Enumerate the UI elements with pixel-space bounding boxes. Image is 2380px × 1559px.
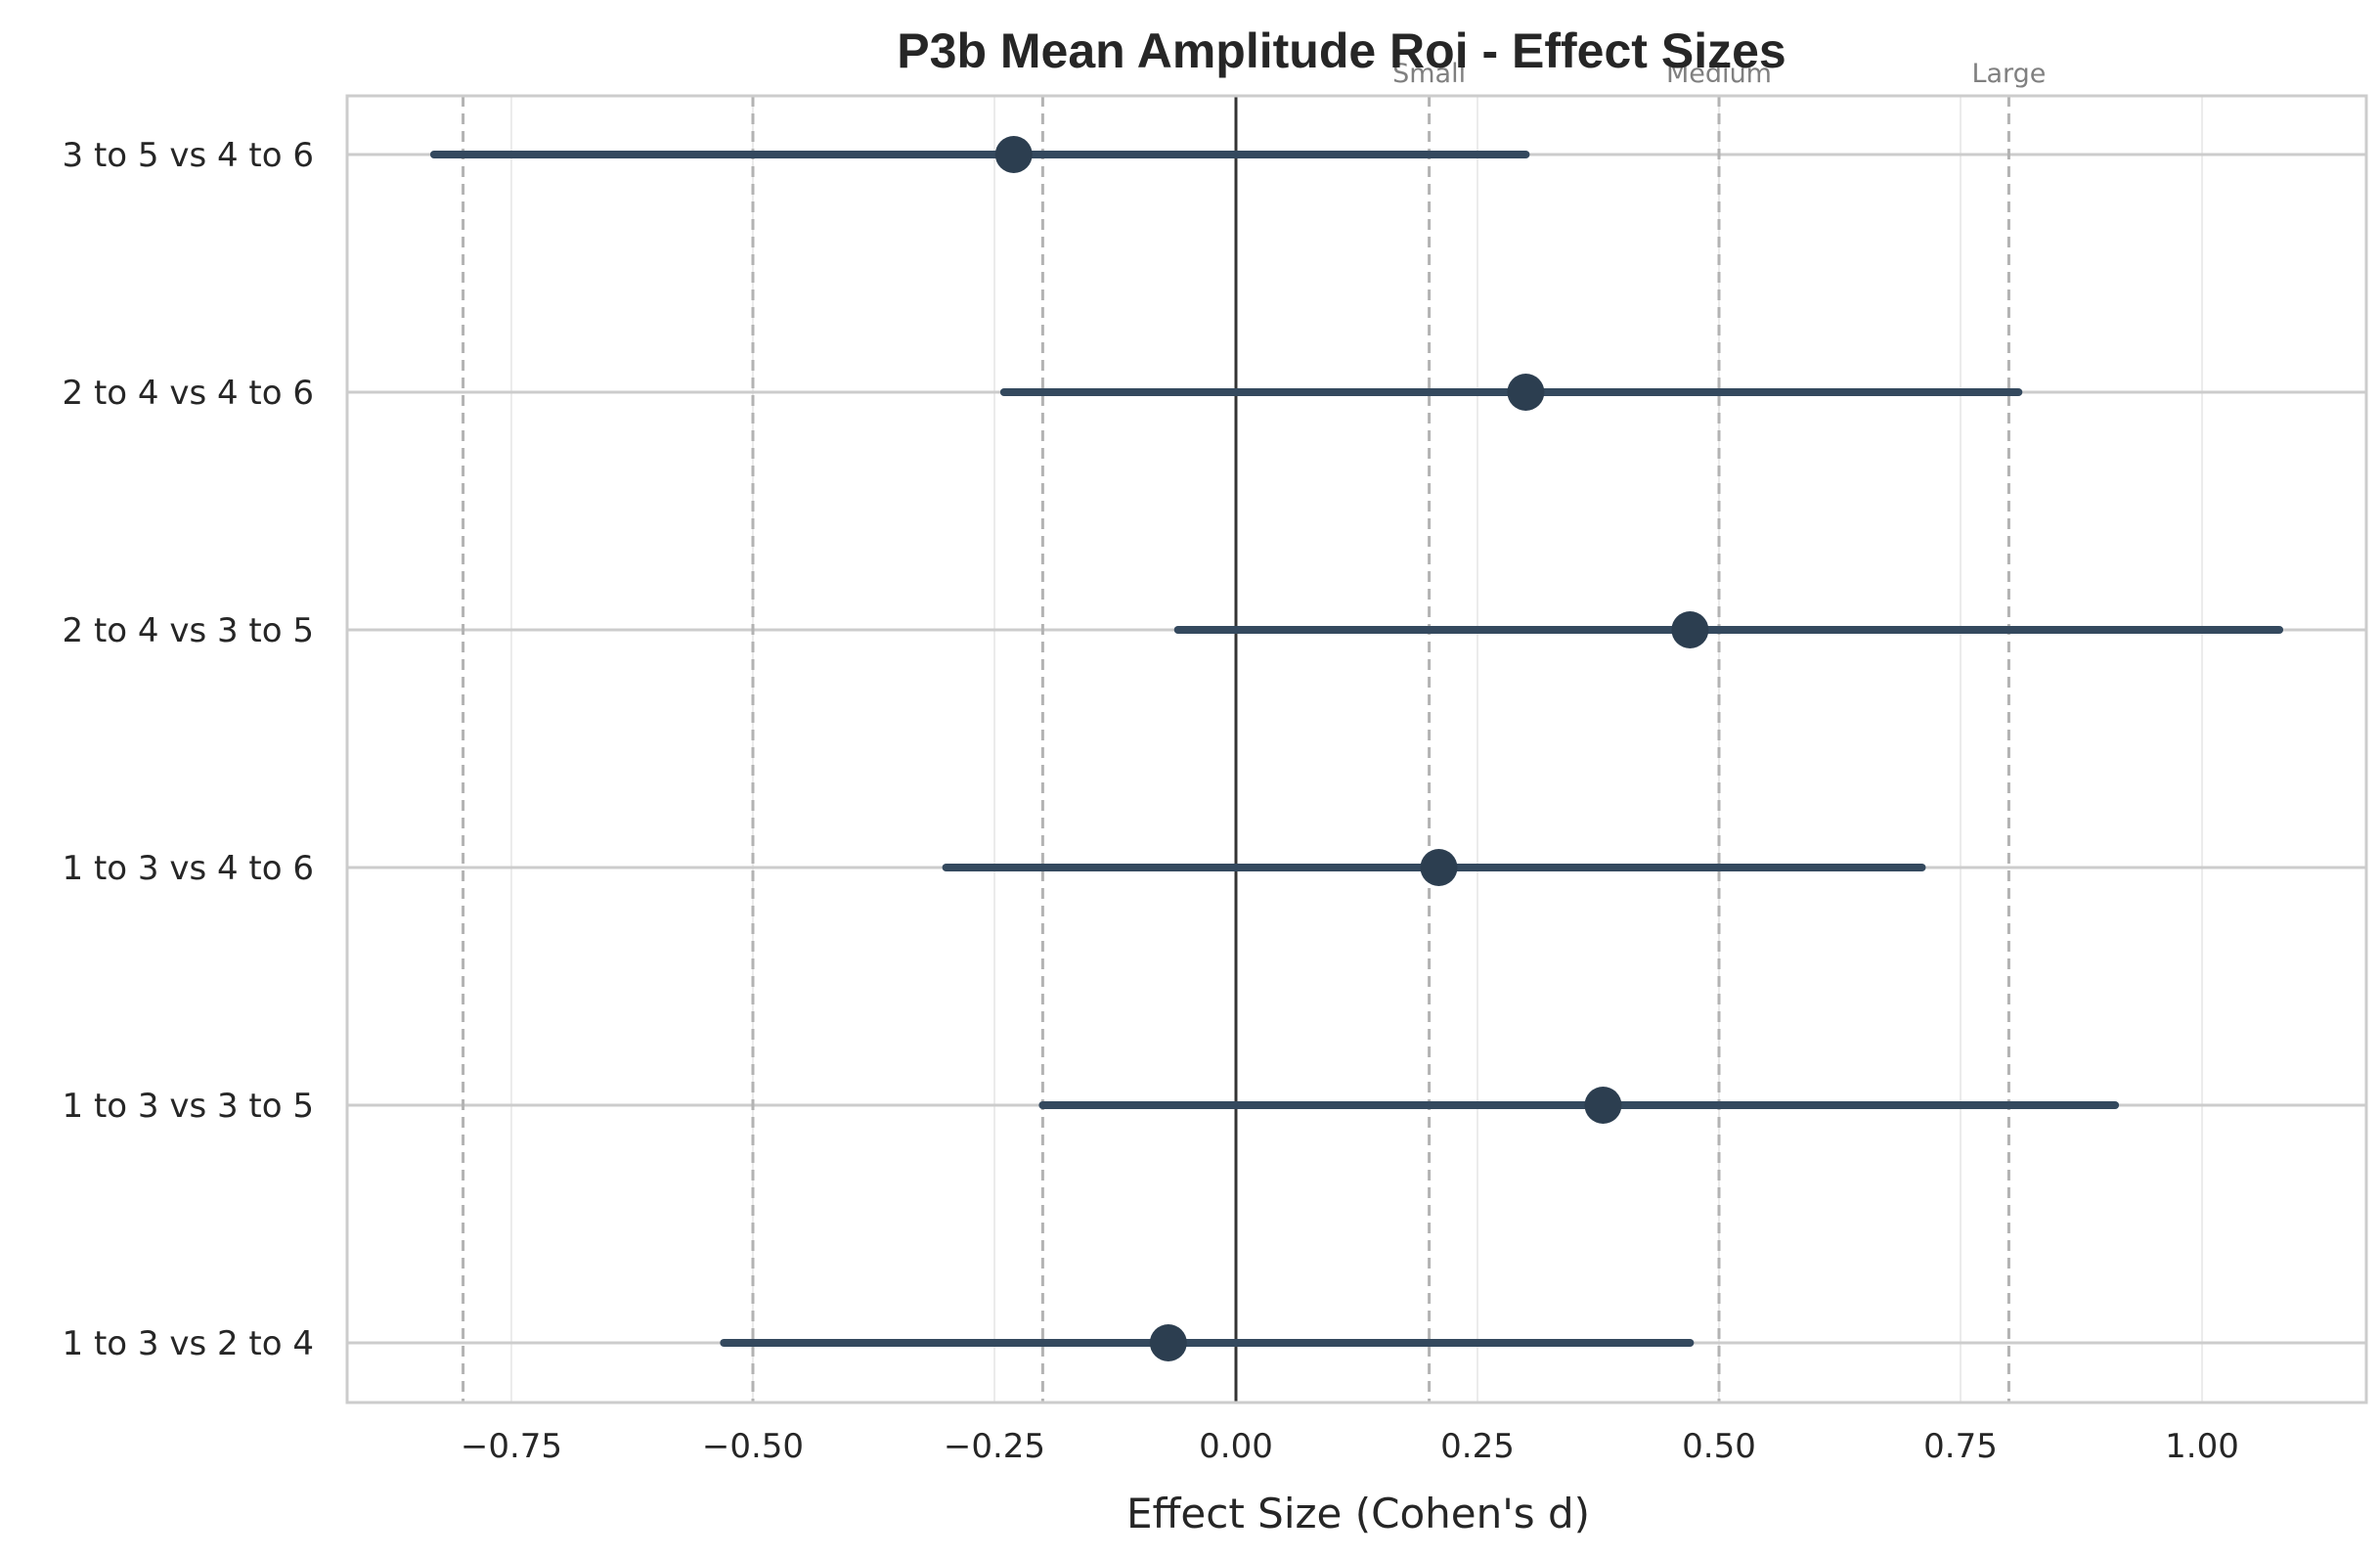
effect-point (1584, 1087, 1622, 1124)
plot-frame (345, 94, 2368, 1404)
x-tick-label: −0.25 (944, 1427, 1045, 1466)
x-tick-label: 0.00 (1199, 1427, 1273, 1466)
y-tick-label: 2 to 4 vs 3 to 5 (63, 611, 314, 650)
y-tick-label: 1 to 3 vs 2 to 4 (63, 1324, 314, 1363)
x-axis-label: Effect Size (Cohen's d) (1126, 1490, 1590, 1537)
x-tick-label: 0.75 (1923, 1427, 1998, 1466)
y-tick-label: 1 to 3 vs 4 to 6 (63, 849, 314, 888)
reference-line-label: Small (1392, 59, 1466, 89)
effect-point (1149, 1324, 1187, 1361)
x-tick-label: 0.25 (1440, 1427, 1515, 1466)
reference-lines: Small Medium Large (462, 59, 2046, 1403)
data-layer (429, 136, 2284, 1361)
grid-layer (347, 96, 2366, 1403)
y-tick-label: 3 to 5 vs 4 to 6 (63, 136, 314, 175)
x-tick-label: −0.75 (461, 1427, 562, 1466)
effect-point (1507, 374, 1545, 411)
chart-title: P3b Mean Amplitude Roi - Effect Sizes (897, 23, 1785, 78)
y-tick-label: 1 to 3 vs 3 to 5 (63, 1087, 314, 1126)
reference-line-label: Medium (1666, 59, 1772, 89)
x-tick-label: −0.50 (702, 1427, 804, 1466)
effect-point (994, 136, 1033, 173)
reference-line-label: Large (1971, 59, 2046, 89)
x-tick-label: 1.00 (2165, 1427, 2239, 1466)
effect-point (1420, 849, 1458, 886)
x-tick-label: 0.50 (1682, 1427, 1756, 1466)
tick-labels: 3 to 5 vs 4 to 6 2 to 4 vs 4 to 6 2 to 4 v… (63, 136, 2239, 1466)
y-tick-label: 2 to 4 vs 4 to 6 (63, 374, 314, 413)
effect-point (1671, 611, 1709, 648)
